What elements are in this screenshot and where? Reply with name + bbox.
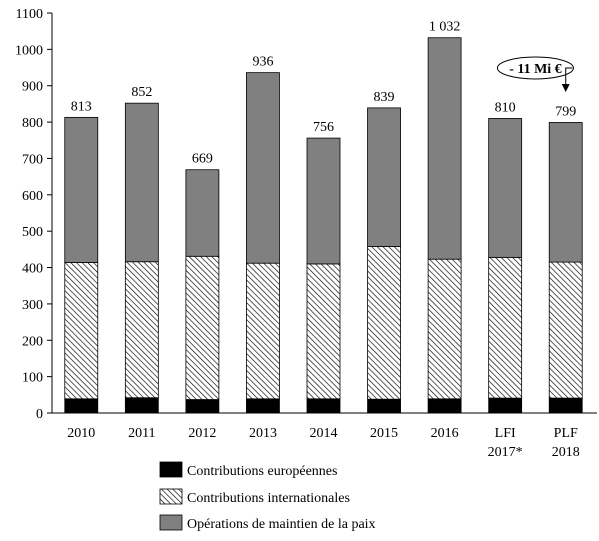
x-tick-label-line: LFI — [495, 426, 516, 441]
x-tick-label-line: 2017* — [488, 445, 523, 460]
y-tick-label: 400 — [22, 262, 43, 277]
x-tick-label-line: PLF — [554, 426, 578, 441]
bar-segment-2 — [64, 262, 99, 400]
bar-segment-2 — [306, 263, 341, 400]
bar-segment-2 — [124, 261, 159, 399]
bars — [64, 37, 583, 414]
legend: Contributions européennes Contributions i… — [159, 461, 376, 532]
bar-segment-2 — [427, 258, 462, 400]
annotation-arrow — [561, 67, 573, 92]
bar-segment-1 — [488, 397, 523, 414]
bar-total-label: 799 — [555, 104, 576, 119]
y-tick-label: 600 — [22, 189, 43, 204]
x-tick-label-line: 2015 — [370, 426, 398, 441]
x-tick-label-line: 2016 — [431, 426, 459, 441]
x-tick-label: LFI 2017* — [488, 426, 523, 460]
bar-segment-2 — [548, 261, 583, 399]
y-axis: 0 100 200 300 400 500 600 700 800 900 1000 1100 — [15, 7, 53, 422]
bar-segment-2 — [367, 246, 401, 400]
x-tick-label: 2013 — [249, 426, 277, 441]
bar-segment-1 — [246, 398, 280, 414]
bar-segment-1 — [427, 398, 462, 414]
bar-total-label: 839 — [374, 90, 395, 105]
legend-label: Opérations de maintien de la paix — [187, 517, 376, 532]
x-tick-label: 2016 — [431, 426, 459, 441]
bar-segment-3 — [427, 37, 462, 260]
bar-segment-2 — [185, 255, 220, 400]
x-tick-label-line: 2011 — [128, 426, 155, 441]
y-tick-label: 1000 — [15, 43, 43, 58]
bar-segment-1 — [64, 398, 99, 414]
bar-total-label: 852 — [131, 85, 152, 100]
x-tick-label: PLF 2018 — [552, 426, 580, 460]
bar-segment-3 — [246, 72, 280, 264]
y-tick-label: 900 — [22, 80, 43, 95]
bar-segment-3 — [548, 122, 583, 263]
y-tick-label: 100 — [22, 371, 43, 386]
bar-segment-3 — [306, 137, 341, 265]
bar-total-label: 810 — [495, 100, 516, 115]
legend-swatch — [159, 488, 183, 505]
y-tick-label: 200 — [22, 334, 43, 349]
bar-total-label: 813 — [71, 99, 92, 114]
x-tick-label: 2010 — [67, 426, 95, 441]
x-tick-label-line: 2013 — [249, 426, 277, 441]
bar-total-label: 756 — [313, 120, 334, 135]
legend-label: Contributions européennes — [187, 464, 337, 479]
x-tick-label: 2015 — [370, 426, 398, 441]
bar-segment-3 — [185, 169, 220, 257]
legend-label: Contributions internationales — [187, 491, 350, 506]
bar-total-label: 936 — [252, 55, 273, 70]
y-tick-label: 300 — [22, 298, 43, 313]
bar-segment-2 — [488, 256, 523, 399]
x-axis: 2010 2011 2012 2013 2014 2015 2016 LFI 2017* PLF 2… — [52, 412, 597, 460]
bar-segment-1 — [124, 397, 159, 414]
bar-segment-1 — [306, 398, 341, 414]
legend-swatch — [159, 514, 183, 531]
annotation: - 11 Mi € — [496, 56, 574, 92]
bar-segment-3 — [64, 116, 99, 263]
legend-swatch — [159, 461, 183, 478]
bar-segment-1 — [548, 397, 583, 414]
bar-segment-1 — [367, 398, 401, 414]
bar-segment-3 — [124, 102, 159, 263]
y-tick-label: 500 — [22, 225, 43, 240]
y-tick-label: 0 — [36, 407, 43, 422]
bar-segment-2 — [246, 262, 280, 400]
data-labels: 813 852 669 936 756 839 1 032 810 799 — [71, 20, 576, 167]
bar-segment-3 — [367, 107, 401, 247]
x-tick-label-line: 2012 — [188, 426, 216, 441]
bar-segment-1 — [185, 399, 220, 414]
annotation-label: - 11 Mi € — [509, 62, 562, 77]
x-tick-label: 2011 — [128, 426, 155, 441]
annotation-ellipse — [496, 56, 574, 80]
bar-segment-3 — [488, 118, 523, 258]
x-tick-label: 2012 — [188, 426, 216, 441]
y-tick-label: 1100 — [16, 7, 43, 22]
x-tick-label: 2014 — [310, 426, 338, 441]
x-tick-label-line: 2014 — [310, 426, 338, 441]
bar-total-label: 669 — [192, 152, 213, 167]
y-tick-label: 700 — [22, 152, 43, 167]
y-tick-label: 800 — [22, 116, 43, 131]
x-tick-label-line: 2018 — [552, 445, 580, 460]
bar-total-label: 1 032 — [429, 20, 461, 35]
x-tick-label-line: 2010 — [67, 426, 95, 441]
